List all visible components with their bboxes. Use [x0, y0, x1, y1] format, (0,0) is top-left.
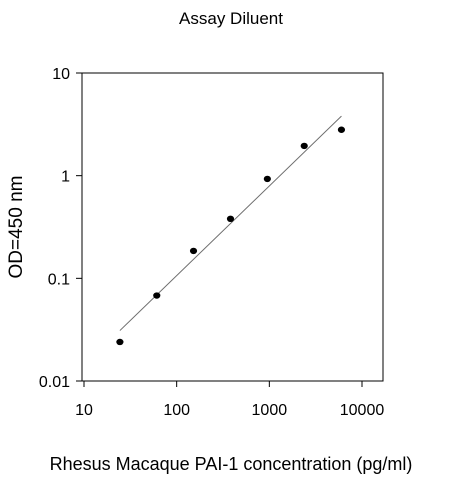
x-axis: 10 100 1000 10000	[75, 381, 384, 419]
y-tick-label: 0.1	[48, 271, 70, 288]
x-tick-label: 1000	[252, 402, 288, 419]
y-tick-label: 1	[61, 169, 70, 186]
data-point	[337, 126, 346, 133]
y-axis: 0.01 0.1 1 10	[39, 66, 82, 391]
plot-area	[81, 72, 384, 382]
data-point	[300, 142, 308, 150]
y-tick-label: 0.01	[39, 374, 70, 391]
fit-line-layer	[119, 115, 342, 331]
plot-frame	[81, 72, 384, 382]
y-axis-label: OD=450 nm	[6, 176, 27, 279]
data-point	[116, 338, 124, 346]
fit-line	[119, 115, 342, 331]
data-point	[263, 175, 271, 183]
x-axis-label: Rhesus Macaque PAI-1 concentration (pg/m…	[50, 454, 413, 474]
x-tick-label: 10	[75, 402, 93, 419]
chart-title: Assay Diluent	[179, 9, 283, 28]
data-point	[153, 292, 161, 299]
x-tick-label: 100	[163, 402, 190, 419]
data-point	[189, 247, 198, 255]
x-tick-label: 10000	[340, 402, 385, 419]
data-points-layer	[116, 126, 346, 346]
data-point	[226, 215, 235, 223]
y-tick-label: 10	[52, 66, 70, 83]
